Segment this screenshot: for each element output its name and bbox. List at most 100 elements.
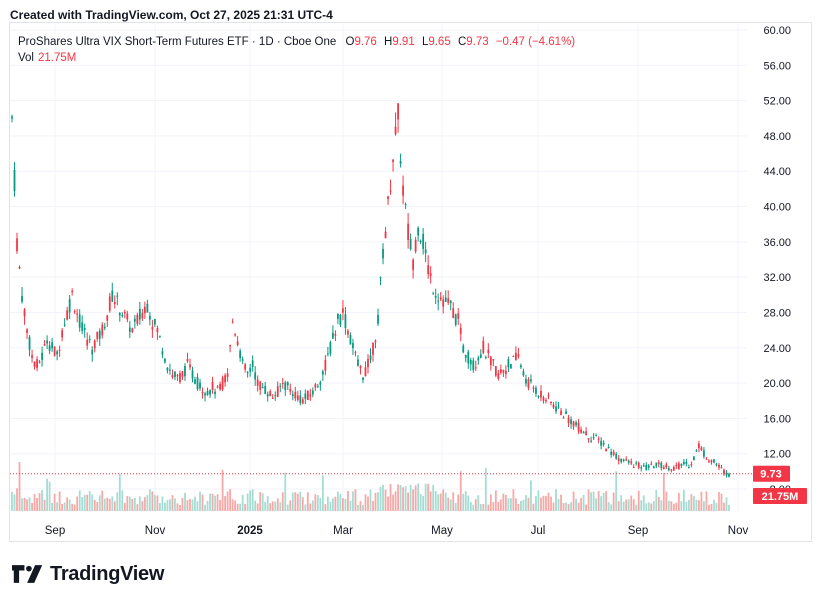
volume-bar bbox=[527, 497, 530, 511]
volume-bar bbox=[41, 490, 43, 511]
volume-bar bbox=[419, 493, 422, 511]
candle-body bbox=[53, 346, 56, 356]
volume-bar bbox=[71, 503, 74, 511]
candle-body bbox=[254, 372, 257, 380]
volume-bar bbox=[156, 495, 159, 511]
candle-body bbox=[299, 395, 302, 404]
volume-bar bbox=[522, 499, 525, 511]
candle-body bbox=[219, 383, 221, 390]
candle-body bbox=[166, 367, 169, 371]
volume-bar bbox=[58, 491, 61, 511]
candle-body bbox=[66, 310, 69, 320]
candle-body bbox=[660, 462, 663, 469]
candle-body bbox=[427, 265, 430, 274]
candle-body bbox=[452, 308, 455, 319]
volume-bar bbox=[53, 493, 56, 511]
candle-body bbox=[98, 330, 101, 339]
tradingview-logo[interactable]: TradingView bbox=[12, 561, 164, 587]
candle-body bbox=[78, 314, 81, 328]
volume-bar bbox=[567, 504, 570, 511]
candle-body bbox=[700, 447, 703, 450]
volume-bar bbox=[259, 492, 262, 511]
volume-bar bbox=[224, 496, 226, 511]
volume-bar bbox=[512, 489, 515, 511]
chart-frame[interactable] bbox=[9, 22, 812, 542]
volume-bar bbox=[657, 496, 660, 511]
volume-bar bbox=[422, 495, 425, 511]
candle-body bbox=[93, 340, 96, 349]
candle-body bbox=[409, 239, 412, 250]
volume-bar bbox=[324, 504, 327, 511]
candle-body bbox=[41, 352, 43, 360]
volume-bar bbox=[76, 496, 79, 511]
candle-body bbox=[597, 438, 600, 440]
candle-body bbox=[181, 371, 184, 377]
candle-body bbox=[407, 223, 410, 240]
volume-bar bbox=[392, 494, 394, 511]
volume-bar bbox=[517, 503, 520, 511]
volume-bar bbox=[26, 499, 28, 511]
volume-bar bbox=[206, 500, 209, 511]
candle-body bbox=[384, 231, 387, 239]
volume-bar bbox=[459, 471, 462, 511]
volume-bar bbox=[153, 495, 156, 511]
candle-body bbox=[121, 315, 124, 317]
candle-body bbox=[625, 459, 628, 461]
candle-body bbox=[148, 315, 151, 320]
volume-bar bbox=[575, 498, 577, 511]
candle-body bbox=[174, 371, 176, 377]
volume-bar bbox=[509, 498, 512, 511]
volume-bar bbox=[397, 484, 399, 511]
candle-body bbox=[499, 369, 502, 373]
volume-bar bbox=[499, 499, 502, 511]
candle-body bbox=[306, 390, 309, 401]
volume-bar bbox=[181, 497, 184, 511]
ohlc-high-value: 9.91 bbox=[392, 36, 415, 48]
volume-bar bbox=[146, 495, 149, 511]
candle-body bbox=[189, 364, 191, 368]
candle-body bbox=[489, 356, 492, 366]
candle-body bbox=[718, 464, 720, 468]
volume-bar bbox=[118, 473, 121, 511]
y-tick-label: 16.00 bbox=[763, 413, 791, 425]
ohlc-low-value: 9.65 bbox=[428, 36, 451, 48]
candle-body bbox=[123, 311, 126, 314]
x-tick-label: Nov bbox=[728, 525, 749, 537]
candle-body bbox=[557, 406, 560, 408]
volume-bar bbox=[585, 504, 588, 511]
volume-bar bbox=[710, 503, 713, 511]
candle-body bbox=[221, 377, 224, 390]
candle-body bbox=[615, 453, 618, 459]
candle-body bbox=[522, 371, 525, 376]
volume-bar bbox=[462, 493, 465, 511]
volume-bar bbox=[447, 497, 450, 511]
volume-bar bbox=[407, 492, 410, 511]
candle-body bbox=[725, 472, 728, 476]
candle-body bbox=[602, 442, 605, 445]
candle-body bbox=[459, 327, 462, 334]
volume-bar bbox=[655, 490, 658, 511]
volume-bar bbox=[454, 503, 457, 511]
candle-body bbox=[492, 359, 495, 361]
volume-bar bbox=[73, 504, 76, 511]
volume-bar bbox=[647, 502, 650, 511]
y-tick-label: 36.00 bbox=[763, 237, 791, 249]
volume-bar bbox=[106, 497, 109, 511]
volume-bar bbox=[194, 496, 196, 511]
volume-bar bbox=[424, 483, 427, 511]
volume-bar bbox=[494, 490, 497, 511]
candle-body bbox=[276, 386, 279, 397]
volume-bar bbox=[580, 497, 582, 511]
candle-body bbox=[71, 290, 74, 293]
candle-body bbox=[314, 384, 317, 388]
candle-body bbox=[116, 295, 119, 297]
volume-bar bbox=[389, 483, 392, 511]
volume-bar bbox=[557, 498, 560, 511]
candle-body bbox=[316, 386, 319, 388]
candle-body bbox=[650, 463, 653, 465]
candle-body bbox=[693, 456, 695, 461]
volume-bar bbox=[221, 469, 224, 511]
candle-body bbox=[587, 438, 590, 440]
candle-body bbox=[504, 370, 507, 375]
